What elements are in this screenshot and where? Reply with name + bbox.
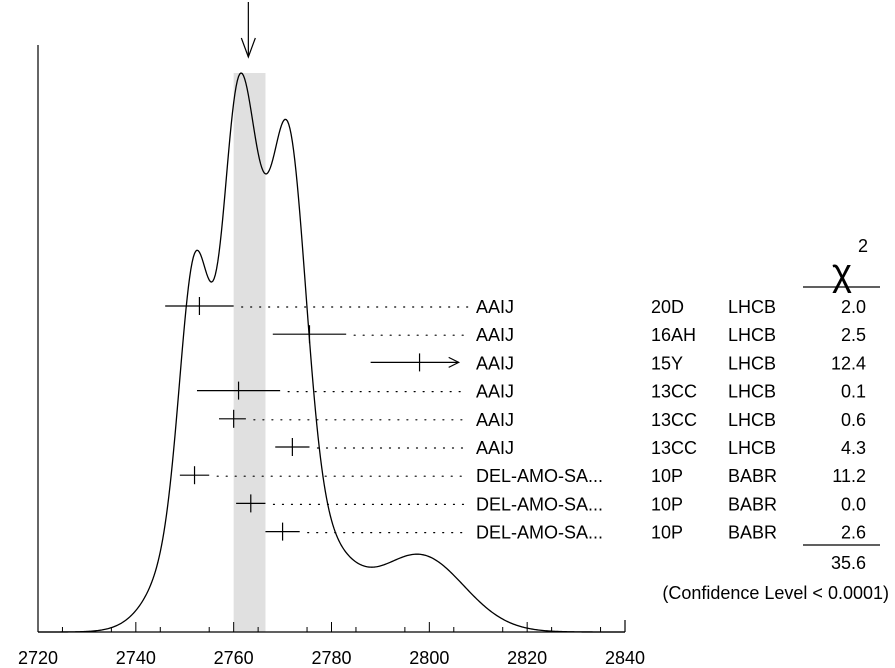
row-author: AAIJ (476, 325, 514, 345)
error-band (233, 73, 266, 632)
row-chi2: 0.6 (841, 410, 866, 430)
average-arrow-head (240, 37, 256, 59)
row-chi2: 2.5 (841, 325, 866, 345)
x-tick-label-5: 2820 (507, 648, 547, 668)
row-author: AAIJ (476, 382, 514, 402)
row-author: AAIJ (476, 353, 514, 373)
confidence-level-text: (Confidence Level < 0.0001) (662, 583, 889, 603)
row-chi2: 12.4 (831, 353, 866, 373)
chi2-total-value: 35.6 (831, 553, 866, 573)
x-tick-label-0: 2720 (18, 648, 58, 668)
chi2-header: χ (832, 252, 852, 294)
row-author: AAIJ (476, 438, 514, 458)
row-technique: LHCB (728, 297, 776, 317)
offscale-arrow-head (448, 356, 461, 368)
x-tick-label-2: 2760 (214, 648, 254, 668)
row-technique: LHCB (728, 382, 776, 402)
x-tick-label-6: 2840 (605, 648, 645, 668)
row-author: DEL-AMO-SA... (476, 523, 603, 543)
ideogram-curve (38, 72, 625, 633)
measurement-row-2: AAIJ 15Y LHCB 12.4 (370, 353, 866, 373)
row-author: AAIJ (476, 410, 514, 430)
chi2-header-superscript: 2 (858, 236, 868, 256)
row-technique: BABR (728, 523, 777, 543)
row-document: 13CC (651, 410, 697, 430)
measurement-row-6: DEL-AMO-SA... 10P BABR 11.2 (179, 466, 866, 486)
x-tick-label-3: 2780 (311, 648, 351, 668)
row-chi2: 11.2 (832, 466, 866, 486)
measurement-row-1: AAIJ 16AH LHCB 2.5 (272, 325, 866, 345)
row-document: 15Y (651, 353, 683, 373)
row-author: DEL-AMO-SA... (476, 494, 603, 514)
row-technique: BABR (728, 494, 777, 514)
x-tick-label-1: 2740 (116, 648, 156, 668)
row-author: AAIJ (476, 297, 514, 317)
measurement-row-3: AAIJ 13CC LHCB 0.1 (196, 381, 866, 402)
row-document: 10P (651, 466, 683, 486)
row-technique: LHCB (728, 353, 776, 373)
measurement-row-0: AAIJ 20D LHCB 2.0 (165, 297, 866, 317)
row-document: 16AH (651, 325, 696, 345)
measurement-row-5: AAIJ 13CC LHCB 4.3 (275, 438, 866, 458)
row-document: 20D (651, 297, 684, 317)
row-chi2: 0.0 (841, 494, 866, 514)
measurement-row-4: AAIJ 13CC LHCB 0.6 (218, 409, 866, 430)
row-document: 10P (651, 523, 683, 543)
measurement-row-7: DEL-AMO-SA... 10P BABR 0.0 (236, 494, 866, 514)
row-technique: LHCB (728, 410, 776, 430)
row-technique: BABR (728, 466, 777, 486)
row-chi2: 2.6 (841, 523, 866, 543)
row-document: 13CC (651, 438, 697, 458)
x-tick-label-4: 2800 (409, 648, 449, 668)
measurement-row-8: DEL-AMO-SA... 10P BABR 2.6 (265, 522, 866, 543)
row-author: DEL-AMO-SA... (476, 466, 603, 486)
row-chi2: 2.0 (841, 297, 866, 317)
row-technique: LHCB (728, 438, 776, 458)
row-technique: LHCB (728, 325, 776, 345)
row-document: 10P (651, 494, 683, 514)
row-document: 13CC (651, 382, 697, 402)
row-chi2: 0.1 (841, 382, 866, 402)
row-chi2: 4.3 (841, 438, 866, 458)
